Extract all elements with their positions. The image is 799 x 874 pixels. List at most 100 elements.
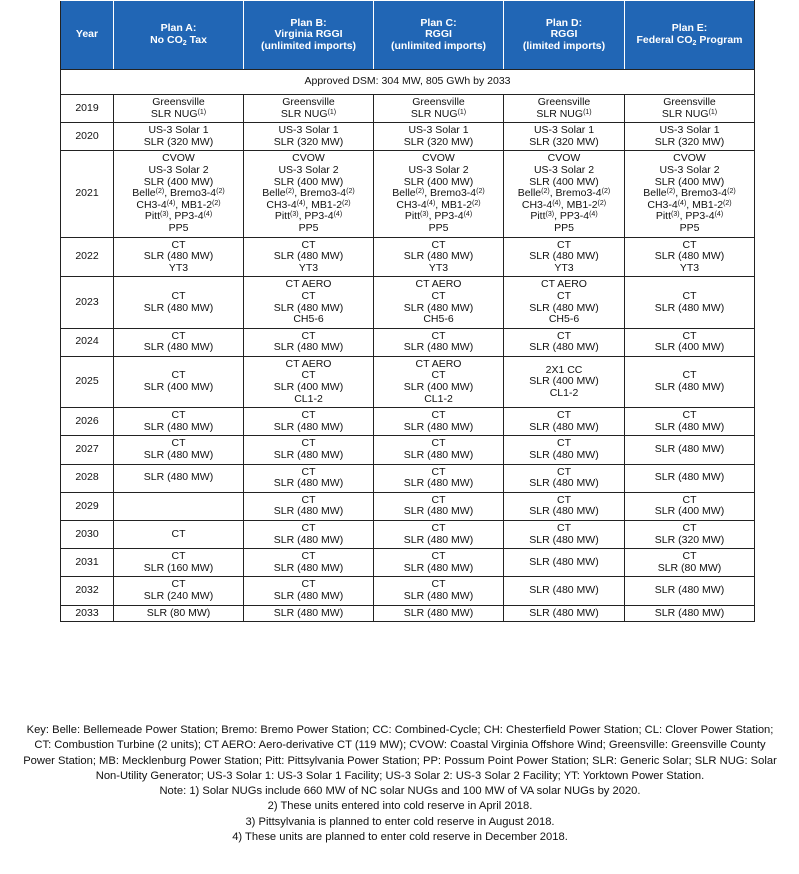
plan-table: Year Plan A: No CO2 Tax Plan B: Virginia RGG… (60, 0, 755, 623)
note-mark: (2) (541, 188, 550, 196)
text-part: Pitt (655, 210, 671, 223)
cell-line: US-3 Solar 1 (148, 124, 209, 137)
year-cell: 2030 (60, 519, 114, 550)
cell-line: PP5 (679, 221, 700, 234)
cell-line: SLR (480 MW) (529, 584, 599, 597)
note-mark: (4) (714, 211, 724, 219)
cell-line: SLR (480 MW) (403, 561, 474, 574)
plan-cell: CT SLR (480 MW) (113, 407, 244, 437)
cell-line: CT (301, 493, 316, 506)
note-mark: (1) (457, 108, 467, 116)
plan-cell: CT SLR (480 MW) YT3 (503, 236, 625, 278)
note-mark: (2) (727, 188, 736, 196)
plan-cell: CT SLR (320 MW) (624, 519, 755, 550)
cell-line: YT3 (428, 261, 449, 274)
cell-line: SLR (480 MW) (529, 449, 599, 462)
note-mark: (4) (333, 211, 343, 219)
cell-line: CT (301, 329, 316, 342)
cell-line: CT (557, 238, 571, 251)
plan-cell: CT SLR (480 MW) (243, 519, 374, 550)
cell-line: RGGI (425, 28, 452, 41)
plan-cell: CVOW US-3 Solar 2 SLR (400 MW) Belle(2), Br… (373, 150, 504, 238)
cell-line: CVOW (673, 152, 706, 165)
cell-line: YT3 (554, 261, 574, 274)
dsm-row: Approved DSM: 304 MW, 805 GWh by 2033 (60, 69, 755, 95)
cell-line: SLR (80 MW) (657, 561, 722, 574)
year-cell: 2027 (60, 435, 114, 465)
cell-line: Greensville (412, 96, 465, 108)
text-part: , MB1-2 (175, 198, 213, 211)
cell-line: SLR (480 MW) (273, 250, 344, 263)
cell-line: CH3-4(4), MB1-2(2) (115, 198, 242, 212)
plan-cell: CT SLR (480 MW) (503, 435, 625, 465)
cell-line: SLR (320 MW) (143, 135, 214, 148)
cell-line: CT AERO (541, 278, 587, 291)
note-mark: (2) (601, 188, 611, 196)
cell-line: US-3 Solar 2 (659, 163, 720, 176)
year-row: 2030 CT CT SLR (480 MW) CT SLR (480 MW) CT SLR … (60, 519, 755, 550)
cell-line: US-3 Solar 2 (408, 163, 469, 176)
note-mark: (2) (346, 188, 355, 196)
note-mark: (4) (552, 199, 561, 207)
year-row: 2025 CT SLR (400 MW) CT AERO CT SLR (400 MW) C… (60, 355, 755, 409)
cell-line: SLR (480 MW) (143, 471, 214, 484)
cell-line: PP5 (554, 221, 574, 234)
plan-cell: 2X1 CC SLR (400 MW) CL1-2 (503, 355, 625, 409)
note-mark: (2) (723, 199, 732, 207)
cell-line: Greensville (282, 96, 335, 108)
cell-line: CT AERO (285, 278, 332, 291)
cell-line: PP5 (168, 221, 189, 234)
cell-line: PP5 (298, 221, 319, 234)
plan-cell: US-3 Solar 1 SLR (320 MW) (113, 122, 244, 152)
text-part: , MB1-2 (435, 198, 473, 211)
cell-line: SLR (80 MW) (146, 606, 211, 619)
cell-line: SLR (480 MW) (654, 471, 725, 484)
header-row: Year Plan A: No CO2 Tax Plan B: Virginia RGG… (60, 0, 755, 70)
cell-line: YT3 (298, 261, 319, 274)
year-row: 2022 CT SLR (480 MW) YT3 CT SLR (480 MW) YT3 CT… (60, 236, 755, 278)
cell-line: CH3-4(4), MB1-2(2) (375, 198, 502, 212)
cell-line: SLR (480 MW) (654, 443, 725, 456)
cell-line: Greensville (663, 96, 716, 108)
plan-cell: CT SLR (480 MW) (373, 491, 504, 522)
plan-cell: US-3 Solar 1 SLR (320 MW) (243, 122, 374, 152)
plan-cell: CT SLR (480 MW) (503, 327, 625, 357)
cell-line: CH5-6 (293, 313, 324, 326)
year-cell: 2021 (60, 150, 114, 238)
cell-line: SLR (480 MW) (654, 584, 725, 597)
year-row: 2021 CVOW US-3 Solar 2 SLR (400 MW) Belle(2)… (60, 150, 755, 238)
cell-line: CT (682, 289, 697, 302)
cell-line: CT (682, 329, 697, 342)
cell-line: SLR (480 MW) (403, 420, 474, 433)
cell-line: RGGI (550, 28, 578, 41)
plan-cell: CT SLR (160 MW) (113, 548, 244, 578)
cell-line: SLR (400 MW) (403, 381, 474, 394)
cell-line: (unlimited imports) (260, 39, 357, 52)
plan-cell: CT SLR (480 MW) (373, 435, 504, 465)
plan-cell: CT SLR (480 MW) (113, 327, 244, 357)
cell-line: CT (301, 289, 316, 302)
cell-line: SLR (160 MW) (143, 561, 214, 574)
cell-line: SLR (480 MW) (403, 606, 474, 619)
cell-line: Greensville (537, 96, 591, 108)
cell-line: CH3-4(4), MB1-2(2) (626, 199, 753, 212)
plan-cell: SLR (480 MW) (503, 548, 625, 578)
cell-line: SLR (480 MW) (529, 505, 599, 518)
cell-line: SLR (480 MW) (273, 589, 344, 602)
cell-line: SLR (480 MW) (529, 606, 599, 619)
cell-line: SLR (480 MW) (143, 420, 214, 433)
cell-line: SLR (480 MW) (529, 341, 599, 354)
cell-line: SLR (480 MW) (403, 505, 474, 518)
cell-line: Belle(2), Bremo3-4(2) (505, 187, 623, 200)
cell-line: SLR (480 MW) (529, 555, 599, 568)
table-wrap: Year Plan A: No CO2 Tax Plan B: Virginia RGG… (60, 0, 755, 623)
cell-line: CVOW (292, 152, 325, 165)
cell-line: CL1-2 (294, 392, 323, 405)
cell-line: CT AERO (415, 278, 462, 291)
plan-cell: CT SLR (480 MW) (503, 463, 625, 493)
cell-line: CT (431, 522, 446, 534)
cell-line: CT (682, 238, 697, 251)
year-row: 2023 CT SLR (480 MW) CT AERO CT SLR (480 MW) C… (60, 276, 755, 329)
cell-line: SLR NUG(1) (375, 108, 502, 121)
cell-line: CT (171, 550, 186, 563)
